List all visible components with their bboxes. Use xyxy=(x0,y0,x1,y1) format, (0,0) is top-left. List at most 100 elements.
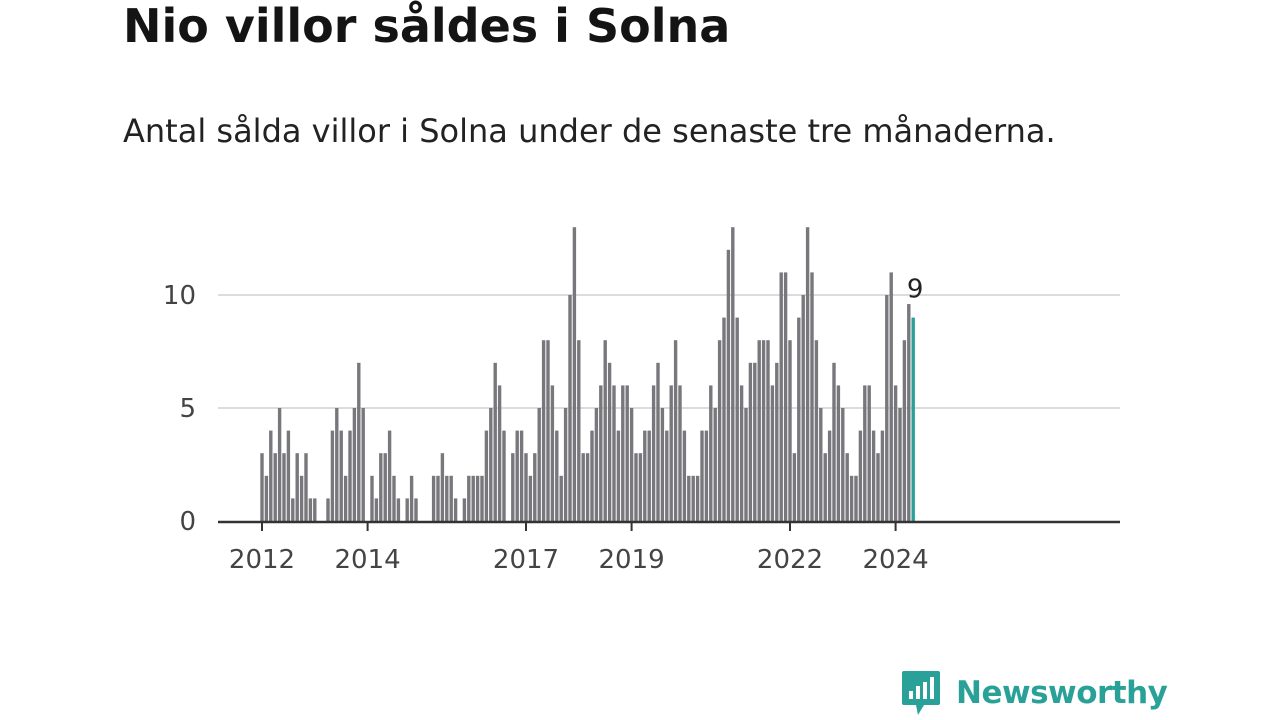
bar xyxy=(431,475,436,521)
bar xyxy=(867,385,871,521)
bar xyxy=(898,408,902,521)
bar xyxy=(717,340,722,521)
bar xyxy=(757,340,761,521)
bar xyxy=(845,453,849,521)
bar xyxy=(313,498,317,521)
bar xyxy=(713,408,717,521)
bar xyxy=(330,430,335,521)
bar xyxy=(528,475,533,521)
bar xyxy=(775,362,779,521)
bar xyxy=(462,498,467,521)
bar xyxy=(449,475,453,521)
newsworthy-logo-icon xyxy=(902,671,940,715)
bar xyxy=(282,453,286,521)
bar xyxy=(726,249,731,522)
bar xyxy=(555,430,559,521)
bar xyxy=(480,475,484,521)
bar xyxy=(770,385,775,521)
bar xyxy=(783,272,788,521)
bar xyxy=(387,430,392,521)
chart-title: Nio villor såldes i Solna xyxy=(123,0,731,53)
bar xyxy=(445,475,449,521)
bar xyxy=(502,430,506,521)
bar xyxy=(563,408,568,521)
bar xyxy=(515,430,519,521)
bar xyxy=(810,272,814,521)
gridlines xyxy=(218,294,1120,409)
bar xyxy=(559,475,563,521)
bar xyxy=(735,317,739,521)
bar xyxy=(687,475,691,521)
bar xyxy=(621,385,625,521)
bar xyxy=(524,453,528,521)
y-tick-label: 5 xyxy=(179,394,196,424)
bar xyxy=(295,453,299,521)
bar xyxy=(634,453,638,521)
bar xyxy=(682,430,687,521)
y-tick-label: 10 xyxy=(163,281,196,311)
bar xyxy=(269,430,273,521)
bar xyxy=(660,408,665,521)
bar xyxy=(405,498,409,521)
x-tick-label: 2017 xyxy=(493,545,559,575)
bar xyxy=(612,385,616,521)
bar xyxy=(493,362,497,521)
bar xyxy=(590,430,594,521)
bar xyxy=(779,272,783,521)
bar xyxy=(748,362,753,521)
x-tick-label: 2019 xyxy=(599,545,665,575)
bar xyxy=(277,408,282,521)
bar xyxy=(568,295,572,521)
bar xyxy=(603,340,607,521)
bars xyxy=(260,227,915,522)
bar xyxy=(695,475,700,521)
bar xyxy=(792,453,797,521)
bar xyxy=(638,453,643,521)
bar xyxy=(414,498,418,521)
bar xyxy=(885,295,889,521)
bar xyxy=(863,385,867,521)
bar xyxy=(299,475,304,521)
bar xyxy=(308,498,313,521)
bar xyxy=(722,317,726,521)
bar xyxy=(700,430,704,521)
bar xyxy=(704,430,709,521)
bar xyxy=(665,430,669,521)
bar xyxy=(858,430,863,521)
bar xyxy=(392,475,396,521)
bar xyxy=(761,340,766,521)
latest-value-label: 9 xyxy=(907,275,924,305)
y-tick-label: 0 xyxy=(179,507,196,537)
bar xyxy=(326,498,330,521)
newsworthy-logo: Newsworthy xyxy=(900,670,1168,716)
bar xyxy=(691,475,695,521)
bar xyxy=(625,385,629,521)
bar xyxy=(361,408,365,521)
bar xyxy=(537,408,541,521)
bar xyxy=(370,475,374,521)
bar xyxy=(814,340,819,521)
bar xyxy=(471,475,475,521)
bar xyxy=(902,340,907,521)
bar xyxy=(669,385,673,521)
bar xyxy=(511,453,515,521)
bar xyxy=(832,362,836,521)
bar xyxy=(348,430,352,521)
bar xyxy=(629,408,634,521)
bar xyxy=(409,475,414,521)
bar xyxy=(880,430,885,521)
bar xyxy=(484,430,489,521)
axes xyxy=(218,520,1120,531)
bar xyxy=(396,498,401,521)
bar xyxy=(616,430,621,521)
bar xyxy=(599,385,603,521)
bar xyxy=(849,475,854,521)
bar xyxy=(651,385,656,521)
bar xyxy=(889,272,893,521)
bar xyxy=(585,453,590,521)
bar xyxy=(841,408,845,521)
x-tick-label: 2024 xyxy=(863,545,929,575)
bar xyxy=(577,340,581,521)
bar xyxy=(379,453,383,521)
bar xyxy=(533,453,537,521)
